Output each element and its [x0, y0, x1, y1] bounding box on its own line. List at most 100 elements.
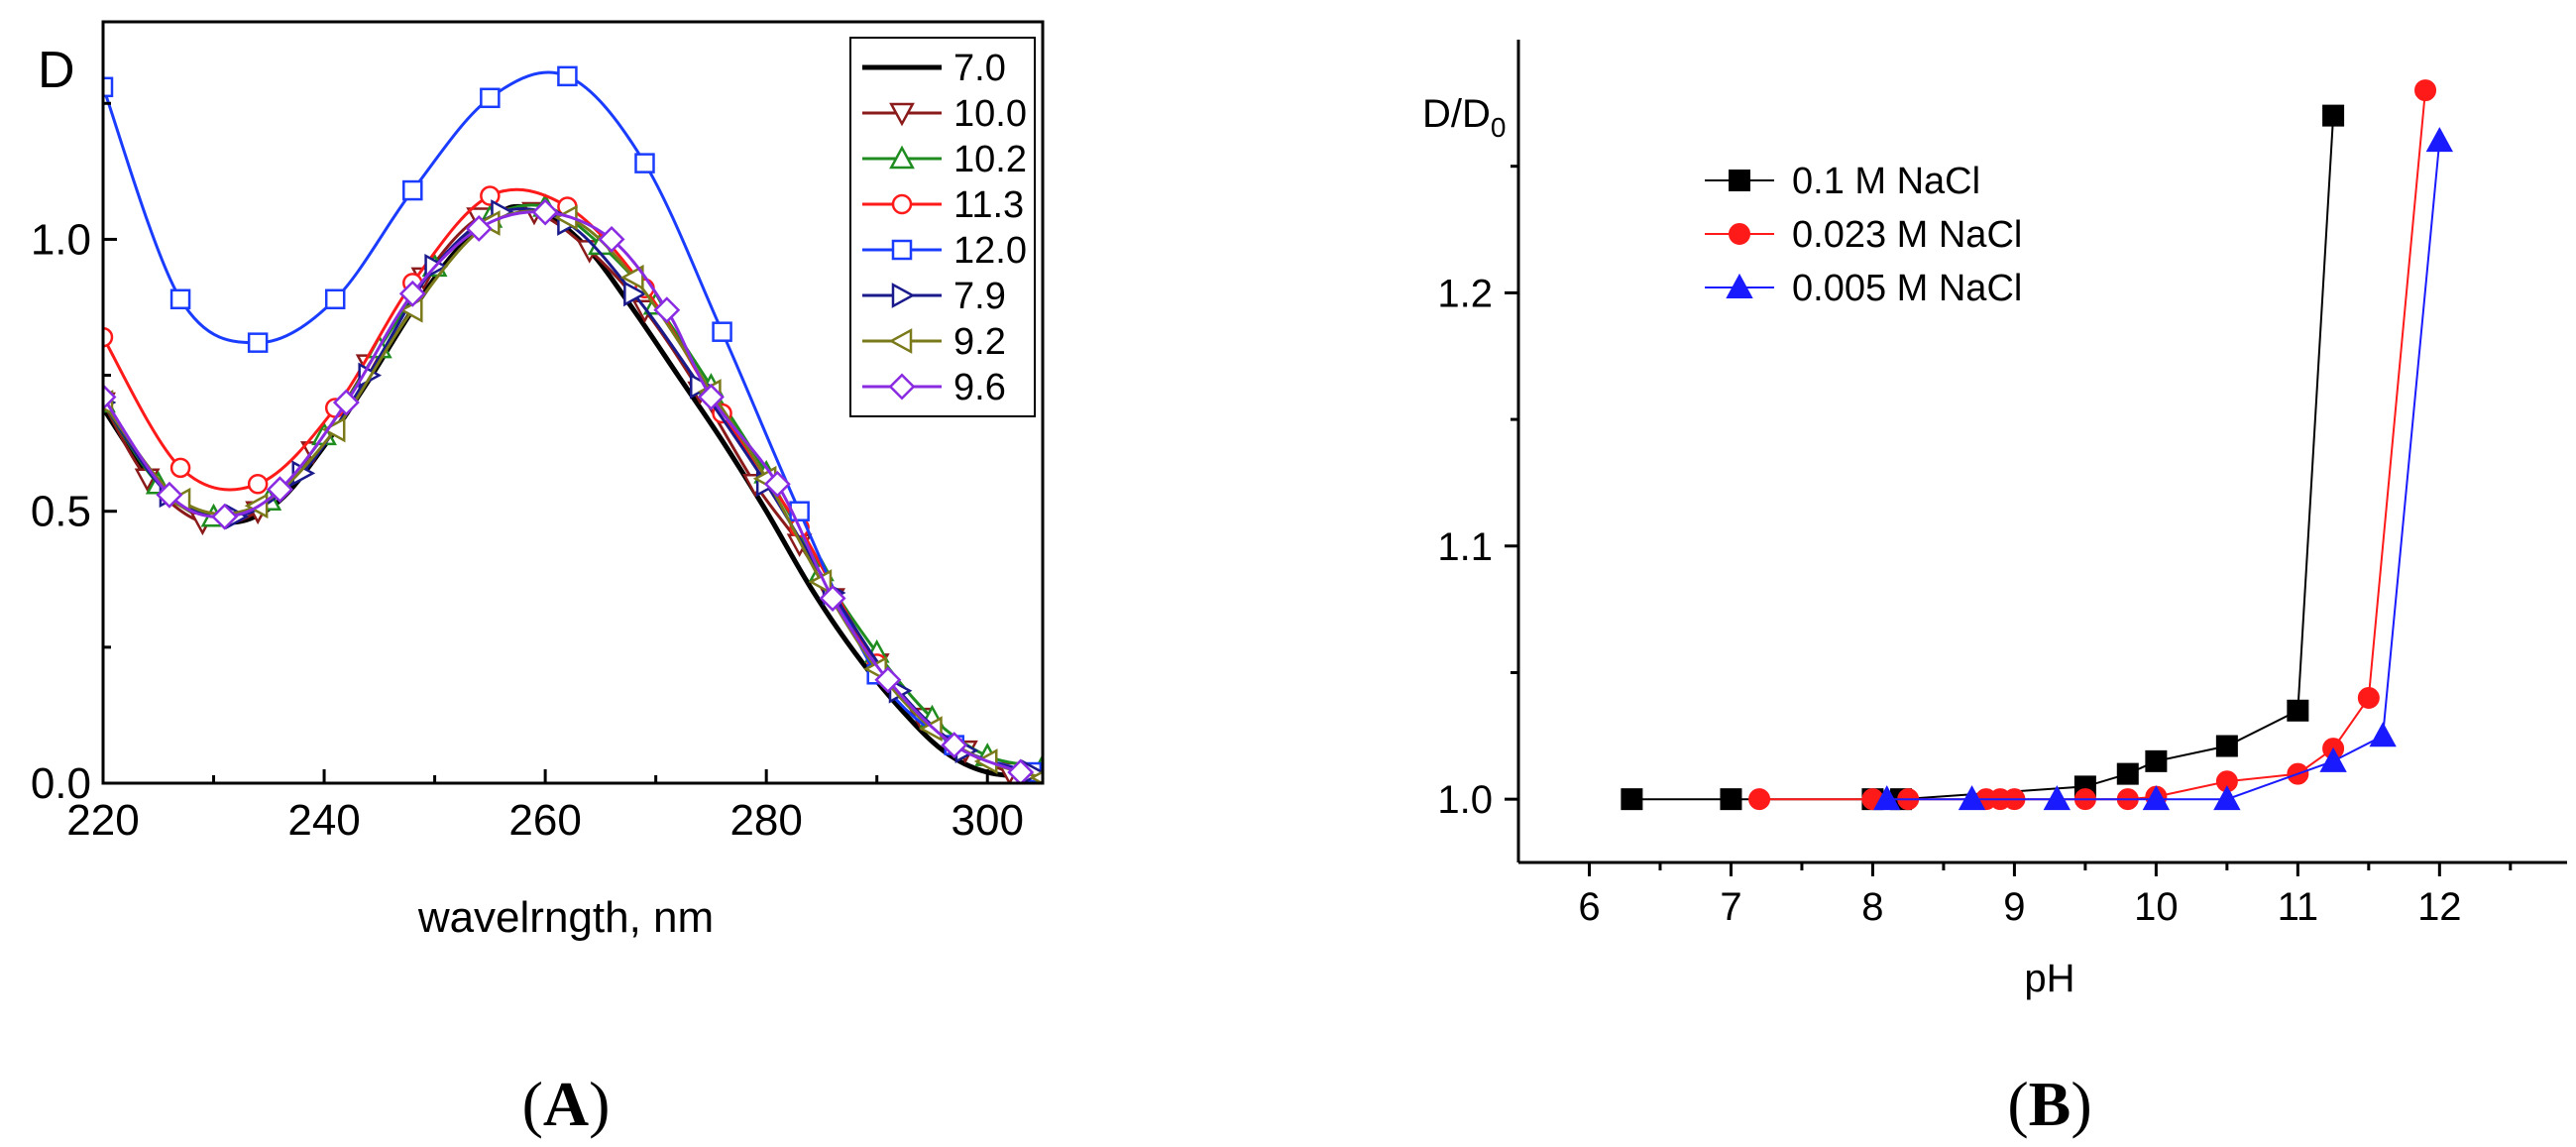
panel-b-point-0.005 M NaCl-1 [1958, 785, 1986, 811]
panel-b-x-tick-label: 8 [1861, 885, 1883, 929]
panel-a-series [103, 65, 1043, 783]
panel-a-legend-item: 7.9 [862, 276, 1006, 317]
panel-b-y-axis-label: D/D0 [1422, 92, 1506, 143]
panel-a-legend: 7.010.010.211.312.07.99.29.6 [849, 37, 1036, 417]
panel-a-point-9.6-6 [465, 214, 493, 242]
panel-a-line-9.6 [103, 210, 1022, 774]
panel-b-point-0.005 M NaCl-3 [2142, 785, 2171, 811]
panel-a-legend-box [849, 37, 1036, 417]
panel-a-point-11.3-1 [169, 457, 191, 479]
panel-a-point-12.0-5 [480, 87, 501, 109]
panel-a-legend-label: 12.0 [953, 230, 1027, 272]
panel-b-legend-marker [1729, 223, 1750, 245]
panel-b-point-0.023 M NaCl-13 [2414, 79, 2437, 102]
panel-b-point-0.005 M NaCl-0 [1873, 785, 1901, 811]
panel-a-legend-label: 10.0 [953, 93, 1027, 135]
panel-b-legend: 0.1 M NaCl 0.023 M NaCl 0.005 M NaCl [1705, 161, 2022, 309]
panel-a-point-9.6-15 [1007, 758, 1035, 783]
panel-b-legend-label: 0.1 M NaCl [1792, 161, 1980, 202]
panel-a-y-axis-label: D [38, 42, 75, 99]
panel-b-point-0.1 M NaCl-0 [1621, 788, 1643, 811]
panel-b-x-axis-label: pH [2024, 957, 2074, 1000]
panel-a-legend-marker [888, 373, 916, 401]
panel-b-series-0.1 M NaCl [1621, 104, 2345, 811]
panel-a-chart: 220 240 260 280 300 0.0 0.5 1.0 7.010.010.211.3… [31, 20, 1045, 1139]
panel-a-legend-marker [891, 193, 913, 215]
panel-a-y-tick-label: 0.0 [31, 759, 91, 808]
panel-a-legend-label: 9.6 [953, 367, 1006, 408]
panel-a-point-12.0-1 [169, 288, 191, 310]
panel-a-legend-marker [889, 102, 915, 127]
panel-a-plot-area [103, 65, 1043, 783]
panel-a-point-12.0-0 [103, 76, 114, 98]
panel-a-point-9.6-0 [103, 384, 117, 410]
panel-a-x-tick-label: 240 [287, 796, 360, 845]
panel-b-point-0.023 M NaCl-0 [1748, 788, 1771, 811]
panel-a-axes: 220 240 260 280 300 0.0 0.5 1.0 [31, 20, 1045, 845]
panel-a-legend-label: 10.2 [953, 139, 1027, 180]
panel-b-y-tick-label: 1.0 [1437, 778, 1493, 822]
panel-a-legend-item: 10.2 [862, 139, 1027, 180]
panel-a-point-9.6-14 [941, 732, 968, 759]
panel-a-legend-item: 11.3 [862, 184, 1024, 226]
panel-a-frame [101, 20, 1045, 785]
panel-b-point-0.1 M NaCl-9 [2322, 104, 2345, 127]
panel-a-legend-label: 7.0 [953, 48, 1006, 89]
panel-a-series-9.6 [103, 198, 1035, 783]
panel-b-x-tick-label: 10 [2134, 885, 2179, 929]
panel-b-series [1621, 79, 2454, 811]
panel-a-point-7.9-8 [623, 281, 647, 307]
panel-b-point-0.1 M NaCl-6 [2145, 749, 2168, 772]
panel-b-point-0.005 M NaCl-5 [2319, 746, 2347, 772]
panel-a-legend-item: 7.0 [862, 48, 1006, 89]
panel-a-legend-marker [888, 328, 913, 354]
panel-a-legend-label: 7.9 [953, 276, 1006, 317]
panel-a-x-tick-label: 280 [729, 796, 802, 845]
panel-a-y-tick-label: 0.5 [31, 488, 91, 536]
panel-b-x-tick-label: 12 [2417, 885, 2462, 929]
panel-a-legend-item: 9.6 [862, 367, 1006, 408]
panel-a-point-12.0-4 [402, 179, 423, 201]
panel-b-point-0.1 M NaCl-8 [2287, 699, 2309, 722]
panel-b-x-tick-label: 9 [2003, 885, 2025, 929]
panel-b-series-0.005 M NaCl [1873, 127, 2454, 811]
panel-b-point-0.005 M NaCl-2 [2043, 785, 2071, 811]
panel-a-legend-marker [891, 283, 916, 308]
panel-b-legend-label: 0.023 M NaCl [1792, 214, 2022, 256]
panel-b-legend-marker [1729, 170, 1750, 191]
panel-b-point-0.005 M NaCl-7 [2425, 127, 2454, 153]
panel-b-point-0.1 M NaCl-7 [2215, 735, 2238, 757]
panel-a-legend-label: 11.3 [953, 184, 1024, 226]
panel-a-legend-item: 12.0 [862, 230, 1027, 272]
panel-b-legend-item: 0.1 M NaCl [1705, 161, 1980, 202]
panel-a-legend-marker [891, 239, 913, 261]
panel-a-point-12.0-3 [324, 288, 346, 310]
panel-a-point-12.0-8 [712, 321, 732, 342]
panel-a-point-12.0-6 [557, 65, 578, 87]
panel-a-legend-label: 9.2 [953, 321, 1006, 363]
panel-a-point-9.6-7 [531, 198, 559, 226]
panel-a-point-11.3-0 [103, 326, 114, 348]
panel-b-legend-label: 0.005 M NaCl [1792, 268, 2022, 309]
panel-b-x-tick-label: 7 [1720, 885, 1741, 929]
panel-a-legend-item: 9.2 [862, 321, 1006, 363]
panel-a-point-11.3-5 [480, 185, 501, 206]
panel-a-label: (A) [522, 1069, 611, 1139]
panel-b-legend-item: 0.023 M NaCl [1705, 214, 2022, 256]
panel-b-x-tick-label: 6 [1578, 885, 1600, 929]
panel-b-legend-marker [1726, 273, 1753, 298]
panel-a-point-11.3-2 [247, 474, 269, 495]
panel-a-point-9.6-4 [332, 389, 360, 416]
panel-a-point-9.6-8 [598, 225, 625, 253]
panel-b-label: (B) [2007, 1069, 2091, 1139]
panel-a-x-tick-label: 220 [66, 796, 139, 845]
panel-a-y-tick-label: 1.0 [31, 215, 91, 264]
panel-a-point-9.6-10 [697, 384, 725, 410]
panel-a-point-9.6-11 [763, 470, 791, 498]
panel-b-legend-item: 0.005 M NaCl [1705, 268, 2022, 309]
panel-a-point-9.6-13 [874, 666, 902, 694]
panel-a-legend-marker [889, 145, 915, 170]
panel-b-point-0.1 M NaCl-5 [2116, 762, 2139, 785]
panel-b-x-tick-label: 11 [2278, 885, 2319, 929]
panel-a-x-tick-label: 260 [508, 796, 581, 845]
